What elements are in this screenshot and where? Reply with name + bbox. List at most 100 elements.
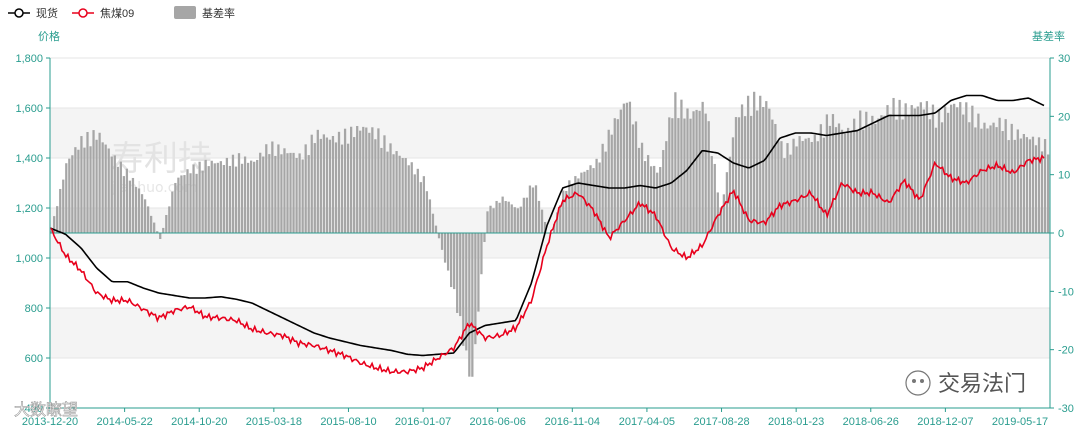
basis-bar [437, 233, 441, 239]
basis-bar [968, 122, 971, 233]
basis-bar [804, 138, 807, 233]
basis-bar [565, 190, 568, 233]
basis-bar [322, 134, 325, 233]
x-tick-label: 2018-01-23 [768, 416, 824, 428]
right-axis-ticks: -30 -20 -10 0 10 20 30 [1050, 53, 1074, 415]
basis-bar [489, 205, 492, 233]
basis-bar [850, 132, 853, 233]
x-tick-label: 2013-12-20 [22, 416, 78, 428]
basis-bar [846, 127, 850, 233]
legend-item[interactable]: 现货 [8, 6, 58, 20]
basis-bar [540, 209, 544, 233]
basis-bar [1001, 131, 1004, 233]
basis-bar [589, 165, 592, 233]
basis-bar [913, 108, 916, 233]
basis-bar [622, 103, 625, 233]
basis-bar [301, 159, 304, 233]
basis-bar [595, 158, 598, 233]
x-axis-ticks: 2013-12-20 2014-05-22 2014-10-20 2015-03-18… [22, 408, 1048, 428]
plot-band [50, 308, 1050, 358]
basis-bar [756, 110, 759, 233]
basis-bar [353, 137, 356, 233]
basis-bar [374, 139, 377, 233]
plot-band [50, 358, 1050, 408]
basis-bar [171, 191, 174, 233]
basis-bar [1019, 138, 1022, 233]
basis-bar [901, 119, 904, 233]
basis-bar [1007, 140, 1010, 233]
basis-bar [310, 134, 313, 233]
basis-bar [980, 128, 983, 233]
basis-bar [304, 144, 307, 233]
basis-bar [53, 216, 56, 233]
basis-bar [768, 108, 771, 233]
basis-bar [68, 158, 71, 233]
basis-bar [904, 103, 907, 233]
basis-bar [668, 117, 671, 233]
basis-bar [562, 190, 565, 233]
basis-bar [586, 169, 589, 233]
x-tick-label: 2015-03-18 [246, 416, 302, 428]
basis-bar [543, 221, 547, 233]
basis-bar [274, 155, 277, 233]
basis-bar [856, 130, 859, 233]
basis-bar [616, 119, 619, 233]
basis-bar [780, 141, 783, 233]
basis-bar [783, 158, 786, 233]
basis-bar [577, 178, 580, 233]
basis-bar [992, 122, 995, 233]
basis-bar [692, 111, 695, 233]
basis-bar [659, 167, 662, 233]
basis-bar [740, 104, 744, 234]
basis-bar [259, 152, 262, 233]
basis-bar [198, 161, 201, 233]
basis-bar [792, 138, 795, 233]
basis-bar [765, 101, 768, 233]
basis-bar [810, 141, 813, 233]
basis-bar [571, 185, 574, 233]
legend-bar-swatch [174, 6, 196, 19]
x-tick-label: 2016-11-04 [545, 416, 600, 428]
basis-bar [398, 155, 401, 233]
basis-bar [189, 173, 192, 233]
basis-bar [713, 163, 716, 233]
basis-bar [774, 123, 777, 233]
basis-bar [440, 233, 444, 250]
legend-item[interactable]: 焦煤09 [72, 7, 134, 20]
basis-bar [1040, 151, 1044, 233]
basis-bar [534, 185, 538, 233]
basis-bar [107, 148, 110, 233]
watermark-bottom-right-text: 交易法门 [938, 372, 1026, 397]
plot-band [50, 258, 1050, 308]
right-tick-label: 30 [1058, 53, 1070, 65]
basis-bar [113, 155, 116, 233]
basis-bar [762, 107, 765, 233]
basis-bar [156, 231, 159, 233]
legend-item[interactable]: 基差率 [174, 6, 235, 20]
basis-bar [389, 143, 392, 233]
basis-bar [568, 180, 571, 233]
x-tick-label: 2017-08-28 [693, 416, 749, 428]
basis-bar [83, 147, 86, 233]
basis-bar [743, 116, 747, 233]
basis-bar [240, 163, 244, 233]
basis-bar [204, 159, 207, 233]
basis-bar [919, 102, 922, 233]
basis-bar [680, 99, 683, 234]
watermark-bottom-right: 交易法门 [905, 370, 1026, 397]
x-tick-label: 2018-12-07 [917, 416, 973, 428]
basis-bar [716, 192, 719, 233]
basis-bar [528, 185, 532, 233]
basis-bar [598, 162, 601, 233]
basis-bar [404, 158, 407, 233]
legend[interactable]: 现货 焦煤09 基差率 [8, 6, 235, 20]
basis-bar [631, 124, 635, 233]
basis-bar [834, 127, 838, 233]
basis-bar [937, 109, 941, 233]
right-tick-label: 0 [1058, 228, 1064, 240]
basis-bar [750, 115, 753, 233]
basis-bar [407, 165, 410, 233]
basis-bar [377, 128, 380, 233]
basis-bar [383, 135, 386, 233]
basis-bar [1031, 136, 1035, 233]
